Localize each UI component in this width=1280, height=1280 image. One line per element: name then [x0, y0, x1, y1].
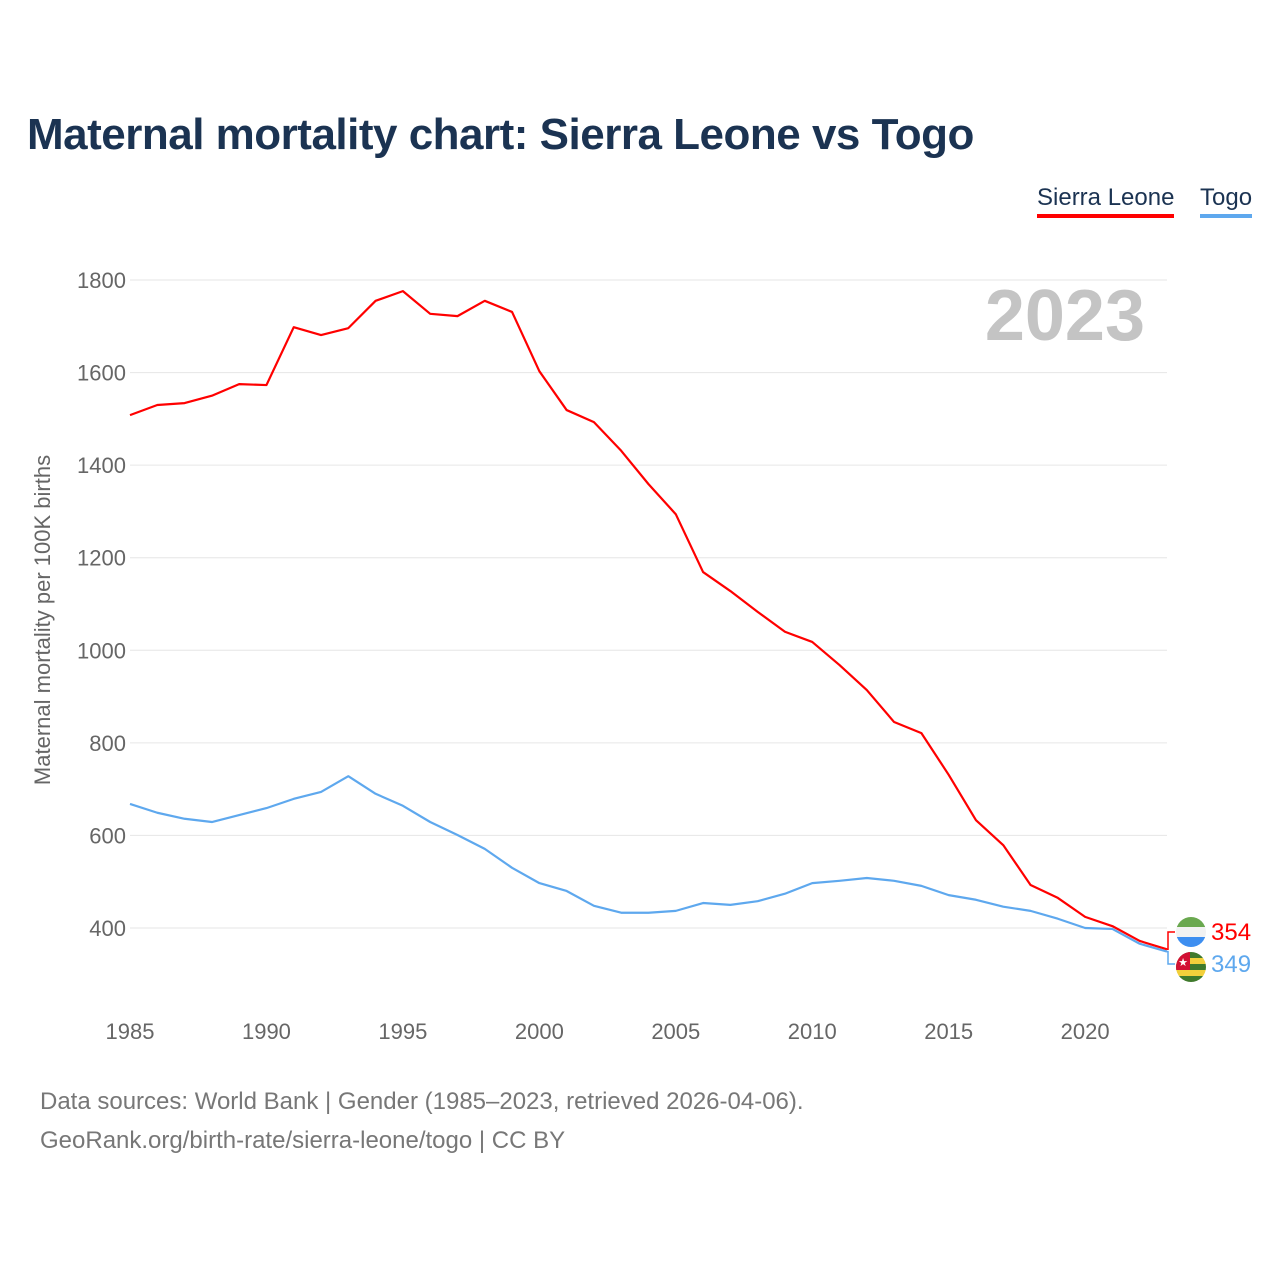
- footer-link[interactable]: GeoRank.org/birth-rate/sierra-leone/togo…: [40, 1127, 566, 1154]
- x-tick-label: 2015: [924, 1019, 973, 1044]
- flag-stripe: [1176, 917, 1206, 927]
- flag-star: ★: [1178, 957, 1188, 969]
- flag-stripe: [1176, 970, 1206, 976]
- legend-togo[interactable]: Togo: [1200, 184, 1253, 218]
- end-value-label: 354: [1211, 919, 1251, 946]
- y-tick-label: 1400: [77, 453, 126, 478]
- legend-sierra-leone[interactable]: Sierra Leone: [1037, 184, 1175, 218]
- year-label: 2023: [985, 276, 1145, 356]
- x-tick-label: 1995: [378, 1019, 427, 1044]
- y-tick-label: 1000: [77, 638, 126, 663]
- x-tick-label: 2020: [1061, 1019, 1110, 1044]
- chart-title: Maternal mortality chart: Sierra Leone v…: [27, 110, 974, 159]
- flag-stripe: [1176, 927, 1206, 937]
- series-line-sierra-leone: [129, 290, 1168, 951]
- y-tick-label: 1800: [77, 268, 126, 293]
- flag-stripe: [1176, 952, 1206, 958]
- flag-stripe: [1176, 976, 1206, 982]
- x-tick-label: 1990: [242, 1019, 291, 1044]
- end-connector: [1167, 931, 1175, 951]
- y-tick-label: 800: [89, 731, 126, 756]
- y-tick-label: 600: [89, 823, 126, 848]
- sierra-leone-flag-icon: [1176, 917, 1206, 947]
- x-tick-label: 2000: [515, 1019, 564, 1044]
- footer-sources: Data sources: World Bank | Gender (1985–…: [40, 1088, 804, 1115]
- end-connector: [1167, 950, 1175, 965]
- series-line-togo: [129, 775, 1168, 953]
- x-tick-label: 1985: [106, 1019, 155, 1044]
- y-tick-label: 1600: [77, 361, 126, 386]
- y-axis-label: Maternal mortality per 100K births: [30, 455, 55, 785]
- flag-stripe: [1176, 937, 1206, 947]
- x-tick-label: 2005: [651, 1019, 700, 1044]
- flag-stripe: [1176, 964, 1206, 970]
- y-tick-label: 400: [89, 916, 126, 941]
- y-tick-label: 1200: [77, 546, 126, 571]
- flag-stripe: [1176, 958, 1206, 964]
- x-tick-label: 2010: [788, 1019, 837, 1044]
- togo-flag-icon: ★: [1176, 952, 1206, 982]
- end-value-label: 349: [1211, 951, 1251, 978]
